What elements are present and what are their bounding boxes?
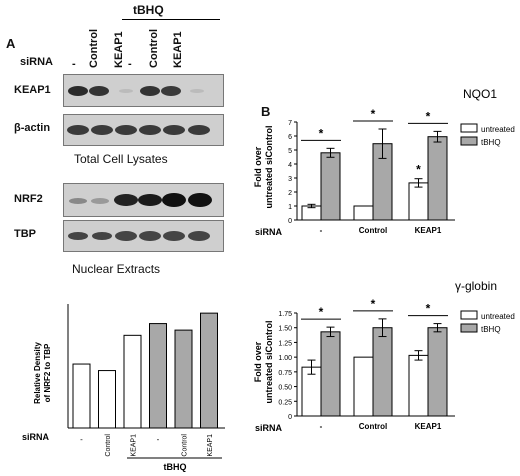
- y-tick-label: 2: [288, 190, 292, 197]
- total-lysates-caption: Total Cell Lysates: [74, 152, 168, 166]
- blot-sirna-label: siRNA: [20, 56, 54, 68]
- significance-star: *: [416, 163, 421, 177]
- bar: [353, 205, 374, 221]
- y-tick-label: 4: [288, 162, 292, 169]
- blot-lane-3: KEAP1: [113, 31, 125, 68]
- legend-swatch: [460, 123, 478, 133]
- tbhq-group-label: tBHQ: [164, 462, 187, 472]
- significance-star: *: [426, 302, 431, 316]
- tick-label: Control: [105, 434, 112, 457]
- x-axis-label: siRNA: [22, 432, 50, 442]
- category-label: Control: [359, 226, 387, 235]
- blot-lane-5: Control: [148, 28, 160, 68]
- bar: [427, 327, 448, 417]
- category-label: -: [320, 422, 323, 431]
- blot-label-nrf2: NRF2: [14, 193, 43, 205]
- nqo1-chart: NQO1 Fold over untreated siControl 0 1 2 3 4…: [253, 87, 515, 237]
- chart-title: γ-globin: [455, 279, 497, 293]
- blot-lane-4: -: [128, 58, 132, 70]
- y-tick-label: 0: [288, 218, 292, 225]
- blot-label-tbp: TBP: [14, 228, 36, 240]
- tick-label: -: [157, 435, 160, 444]
- bar: [408, 354, 429, 417]
- significance-star: *: [371, 297, 376, 311]
- y-tick-label: 1.75: [278, 311, 292, 318]
- x-axis-label: siRNA: [255, 423, 283, 433]
- legend-swatch: [460, 136, 478, 146]
- bar: [320, 152, 341, 221]
- tick-label: KEAP1: [207, 434, 214, 457]
- tbp-blot: [63, 220, 224, 252]
- globin-chart: γ-globin Fold over untreated siControl 0…: [253, 279, 515, 433]
- nrf2-blot: [63, 183, 224, 217]
- panel-label-a: A: [6, 36, 16, 51]
- tbhq-header-line: [122, 19, 220, 20]
- actin-blot: [63, 114, 224, 146]
- bar: [98, 370, 116, 429]
- y-tick-label: 0.50: [278, 385, 292, 392]
- bar: [174, 329, 193, 429]
- bar: [72, 363, 91, 429]
- blot-lane-1: -: [72, 58, 76, 70]
- panel-label-b: B: [261, 104, 271, 119]
- legend-label: tBHQ: [481, 138, 501, 147]
- tick-label: -: [80, 435, 83, 444]
- chart-title: NQO1: [463, 87, 497, 101]
- y-axis-label-line1: Fold over: [253, 146, 263, 187]
- y-tick-label: 0: [288, 414, 292, 421]
- nuclear-extracts-caption: Nuclear Extracts: [72, 262, 161, 276]
- y-tick-label: 0.25: [278, 399, 292, 406]
- y-tick-label: 1.00: [278, 355, 292, 362]
- y-tick-label: 7: [288, 120, 292, 127]
- blot-label-keap1: KEAP1: [14, 84, 51, 96]
- bar: [200, 312, 218, 429]
- bar: [372, 327, 393, 417]
- blot-lane-2: Control: [88, 28, 100, 68]
- y-axis-label-line2: of NRF2 to TBP: [43, 343, 52, 402]
- significance-star: *: [319, 126, 324, 140]
- y-axis-label-line1: Fold over: [253, 341, 263, 382]
- y-tick-label: 1: [288, 204, 292, 211]
- y-tick-label: 5: [288, 148, 292, 155]
- density-chart: Relative Density of NRF2 to TBP siRNA - C…: [22, 304, 225, 472]
- y-tick-label: 0.75: [278, 370, 292, 377]
- legend-label: tBHQ: [481, 325, 501, 334]
- tick-label: KEAP1: [131, 434, 138, 457]
- category-label: Control: [359, 422, 387, 431]
- keap1-blot: [63, 74, 224, 107]
- legend-label: untreated: [481, 125, 515, 134]
- significance-star: *: [426, 109, 431, 123]
- bar: [149, 323, 167, 429]
- blot-lane-6: KEAP1: [172, 31, 184, 68]
- category-label: KEAP1: [415, 226, 442, 235]
- legend-label: untreated: [481, 312, 515, 321]
- y-tick-label: 1.50: [278, 326, 292, 333]
- tbhq-header: tBHQ: [133, 3, 164, 17]
- significance-star: *: [371, 107, 376, 121]
- y-tick-label: 3: [288, 176, 292, 183]
- legend-swatch: [460, 310, 478, 320]
- bar: [408, 182, 429, 221]
- blot-label-actin: β-actin: [14, 122, 51, 134]
- x-axis-label: siRNA: [255, 227, 283, 237]
- category-label: KEAP1: [415, 422, 442, 431]
- y-axis-label-line2: untreated siControl: [264, 125, 274, 208]
- y-tick-label: 6: [288, 134, 292, 141]
- tick-label: Control: [182, 434, 189, 457]
- bar: [353, 356, 374, 417]
- legend-swatch: [460, 323, 478, 333]
- category-label: -: [320, 226, 323, 235]
- y-tick-label: 1.25: [278, 340, 292, 347]
- bar: [427, 136, 448, 221]
- bar: [123, 334, 142, 429]
- y-axis-label-line2: untreated siControl: [264, 320, 274, 403]
- y-axis-label-line1: Relative Density: [33, 342, 42, 404]
- significance-star: *: [319, 305, 324, 319]
- bar: [320, 331, 341, 417]
